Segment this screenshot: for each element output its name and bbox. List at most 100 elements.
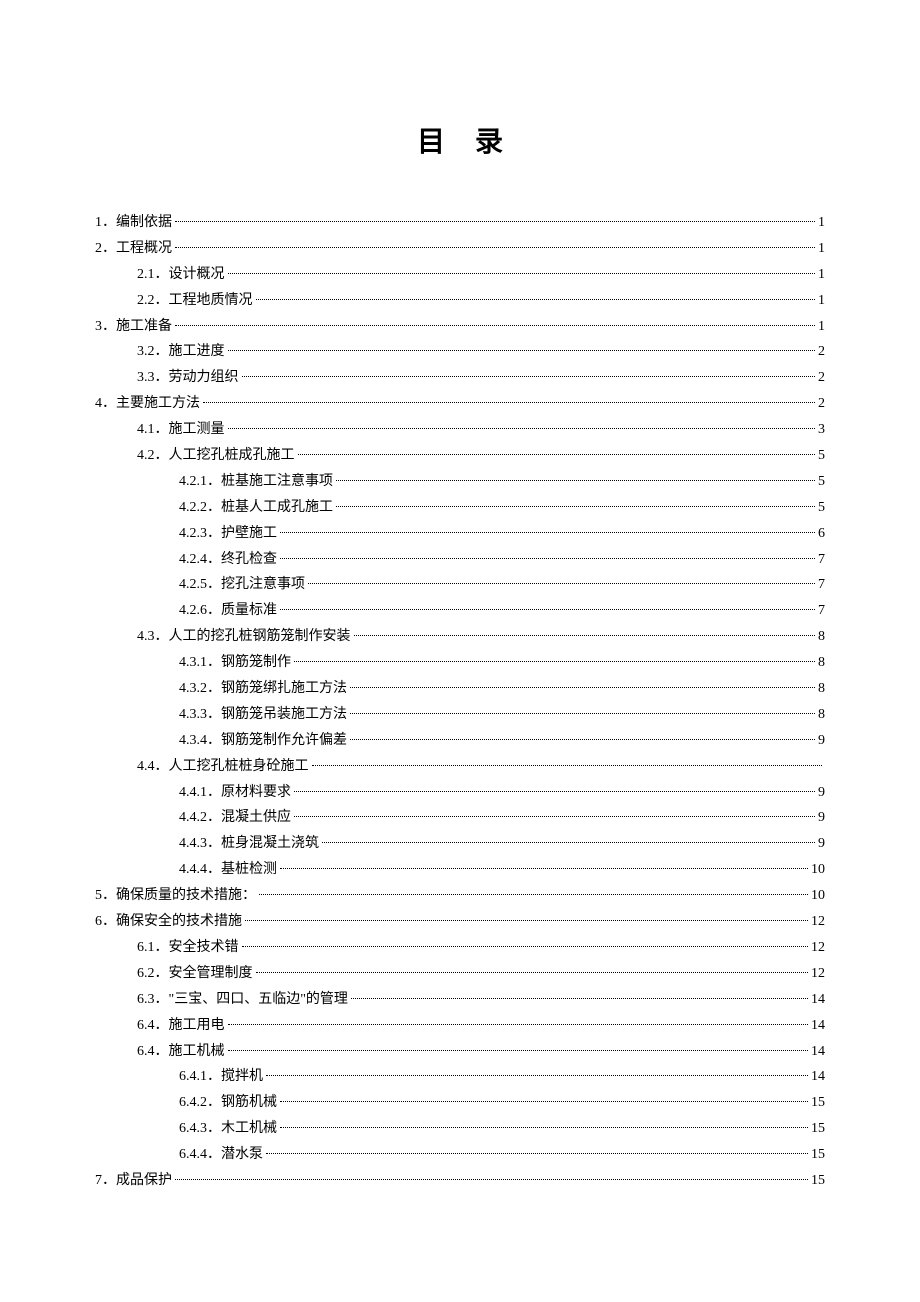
toc-entry: 6.4.4．潜水泵15 [95,1142,825,1168]
toc-entry-label: 6.2．安全管理制度 [137,961,253,987]
toc-entry-page: 2 [818,339,825,365]
toc-entry-page: 9 [818,780,825,806]
toc-entry: 3.3．劳动力组织2 [95,365,825,391]
toc-entry-page: 2 [818,365,825,391]
toc-entry-page: 5 [818,443,825,469]
toc-leader-dots [350,687,815,688]
toc-entry-page: 1 [818,210,825,236]
toc-leader-dots [280,868,808,869]
toc-entry-label: 6.4.2．钢筋机械 [179,1090,277,1116]
toc-entry-label: 4.2.2．桩基人工成孔施工 [179,495,333,521]
toc-entry: 4.1．施工测量 3 [95,417,825,443]
toc-entry-label: 2.1．设计概况 [137,262,225,288]
toc-entry-label: 6.4.3．木工机械 [179,1116,277,1142]
toc-entry: 4.2.1．桩基施工注意事项5 [95,469,825,495]
toc-entry-label: 3．施工准备 [95,314,172,340]
toc-entry-page: 8 [818,650,825,676]
toc-entry-label: 4.2.4．终孔检查 [179,547,277,573]
toc-entry: 4.4.2．混凝土供应9 [95,805,825,831]
toc-entry-label: 6．确保安全的技术措施 [95,909,242,935]
toc-entry-label: 4.4.4．基桩检测 [179,857,277,883]
toc-entry-page: 7 [818,547,825,573]
toc-entry-page: 8 [818,624,825,650]
toc-leader-dots [350,739,815,740]
toc-entry-page: 1 [818,236,825,262]
toc-entry-page: 7 [818,572,825,598]
toc-leader-dots [266,1153,808,1154]
toc-leader-dots [350,713,815,714]
toc-entry-label: 2．工程概况 [95,236,172,262]
toc-leader-dots [280,1127,808,1128]
toc-leader-dots [245,920,808,921]
toc-entry-page: 14 [811,1013,825,1039]
toc-entry: 4.4.3．桩身混凝土浇筑 9 [95,831,825,857]
toc-entry: 1．编制依据 1 [95,210,825,236]
toc-entry: 7．成品保护 15 [95,1168,825,1194]
toc-entry-label: 4.4.1．原材料要求 [179,780,291,806]
toc-entry-page: 10 [811,857,825,883]
toc-entry-page: 12 [811,935,825,961]
toc-entry-label: 4.1．施工测量 [137,417,225,443]
toc-leader-dots [280,1101,808,1102]
toc-leader-dots [322,842,815,843]
toc-entry-page: 15 [811,1116,825,1142]
toc-entry: 4.3.2．钢筋笼绑扎施工方法8 [95,676,825,702]
toc-leader-dots [351,998,808,999]
toc-entry-page: 14 [811,1064,825,1090]
toc-entry: 6.1．安全技术错 12 [95,935,825,961]
toc-leader-dots [175,325,815,326]
toc-entry-page: 14 [811,987,825,1013]
toc-leader-dots [354,635,816,636]
toc-entry: 6.4.3．木工机械 15 [95,1116,825,1142]
toc-entry-label: 1．编制依据 [95,210,172,236]
toc-entry: 6.3．"三宝、四口、五临边"的管理 14 [95,987,825,1013]
toc-entry-page: 9 [818,831,825,857]
toc-entry-label: 7．成品保护 [95,1168,172,1194]
toc-entry: 4.2.4．终孔检查 7 [95,547,825,573]
toc-leader-dots [228,428,816,429]
toc-entry-page: 15 [811,1090,825,1116]
toc-entry: 4.4.4．基桩检测 10 [95,857,825,883]
toc-entry-label: 6.1．安全技术错 [137,935,239,961]
toc-entry-label: 5．确保质量的技术措施： [95,883,256,909]
toc-leader-dots [280,609,815,610]
toc-entry-label: 4.4.3．桩身混凝土浇筑 [179,831,319,857]
toc-leader-dots [203,402,815,403]
toc-entry: 4.4．人工挖孔桩桩身砼施工 [95,754,825,780]
toc-entry-page: 5 [818,495,825,521]
toc-entry-page: 12 [811,961,825,987]
toc-entry: 4.2．人工挖孔桩成孔施工 5 [95,443,825,469]
toc-entry-page: 9 [818,805,825,831]
toc-entry-page: 15 [811,1168,825,1194]
toc-leader-dots [242,946,809,947]
toc-entry: 2．工程概况 1 [95,236,825,262]
toc-entry: 2.1．设计概况 1 [95,262,825,288]
toc-entry-label: 6.4.1．搅拌机 [179,1064,263,1090]
toc-leader-dots [259,894,808,895]
toc-entry-page: 3 [818,417,825,443]
toc-entry: 4.2.3．护壁施工6 [95,521,825,547]
toc-leader-dots [256,299,816,300]
toc-entry-page: 1 [818,262,825,288]
toc-leader-dots [175,221,815,222]
toc-entry: 3.2．施工进度 2 [95,339,825,365]
toc-entry-label: 4.2．人工挖孔桩成孔施工 [137,443,295,469]
toc-entry-page: 2 [818,391,825,417]
toc-entry: 4.2.6．质量标准7 [95,598,825,624]
document-title: 目录 [95,120,825,160]
toc-leader-dots [280,532,815,533]
toc-entry-label: 3.2．施工进度 [137,339,225,365]
toc-entry-page: 15 [811,1142,825,1168]
toc-entry-label: 4.3.1．钢筋笼制作 [179,650,291,676]
toc-leader-dots [266,1075,808,1076]
toc-leader-dots [336,506,815,507]
toc-entry-page: 14 [811,1039,825,1065]
toc-leader-dots [228,350,816,351]
toc-leader-dots [280,558,815,559]
toc-entry: 6.2．安全管理制度 12 [95,961,825,987]
toc-entry-page: 10 [811,883,825,909]
toc-entry-page: 1 [818,288,825,314]
toc-entry-label: 4.2.1．桩基施工注意事项 [179,469,333,495]
toc-entry: 6.4．施工机械14 [95,1039,825,1065]
toc-entry-label: 6.3．"三宝、四口、五临边"的管理 [137,987,348,1013]
